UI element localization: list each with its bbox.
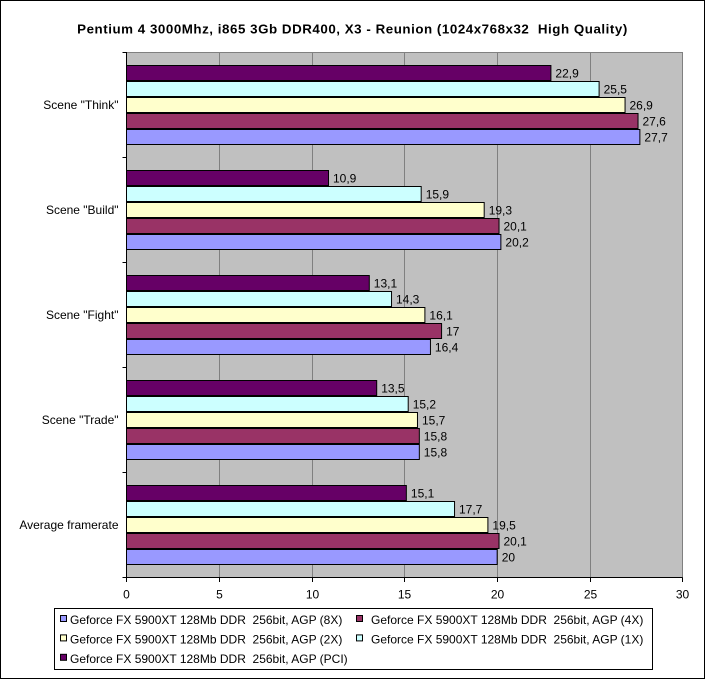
svg-text:20,1: 20,1 <box>504 219 528 233</box>
svg-text:10,9: 10,9 <box>333 171 357 185</box>
svg-text:5: 5 <box>216 588 223 602</box>
svg-text:Scene "Fight": Scene "Fight" <box>46 308 119 322</box>
svg-text:Geforce FX 5900XT 128Mb DDR 2: Geforce FX 5900XT 128Mb DDR 256bit, AGP … <box>70 652 348 666</box>
svg-text:Geforce FX 5900XT 128Mb DDR 2: Geforce FX 5900XT 128Mb DDR 256bit, AGP … <box>70 613 342 627</box>
svg-text:19,5: 19,5 <box>492 518 516 532</box>
svg-text:20,2: 20,2 <box>505 235 529 249</box>
svg-text:Geforce FX 5900XT 128Mb DDR 2: Geforce FX 5900XT 128Mb DDR 256bit, AGP … <box>70 633 342 647</box>
svg-text:16,1: 16,1 <box>429 308 453 322</box>
svg-text:15,7: 15,7 <box>422 413 446 427</box>
svg-text:17: 17 <box>446 324 460 338</box>
svg-text:25,5: 25,5 <box>604 82 628 96</box>
svg-text:15: 15 <box>398 588 412 602</box>
svg-text:Geforce FX 5900XT 128Mb DDR 2: Geforce FX 5900XT 128Mb DDR 256bit, AGP … <box>371 633 643 647</box>
svg-text:13,1: 13,1 <box>374 276 398 290</box>
svg-text:15,8: 15,8 <box>424 429 448 443</box>
svg-text:20: 20 <box>491 588 505 602</box>
svg-text:Pentium 4 3000Mhz, i865 3Gb DD: Pentium 4 3000Mhz, i865 3Gb DDR400, X3 -… <box>77 22 628 37</box>
svg-text:20: 20 <box>502 550 516 564</box>
svg-text:Scene "Think": Scene "Think" <box>43 98 118 112</box>
svg-text:15,2: 15,2 <box>413 397 437 411</box>
svg-text:13,5: 13,5 <box>381 381 405 395</box>
svg-text:15,9: 15,9 <box>426 187 450 201</box>
svg-text:19,3: 19,3 <box>489 203 513 217</box>
svg-text:14,3: 14,3 <box>396 292 420 306</box>
svg-text:26,9: 26,9 <box>630 98 654 112</box>
svg-text:Average framerate: Average framerate <box>19 518 118 532</box>
svg-text:15,8: 15,8 <box>424 445 448 459</box>
svg-text:27,7: 27,7 <box>644 130 668 144</box>
svg-text:20,1: 20,1 <box>504 534 528 548</box>
svg-text:10: 10 <box>306 588 320 602</box>
svg-text:0: 0 <box>123 588 130 602</box>
svg-text:15,1: 15,1 <box>411 486 435 500</box>
svg-text:Scene "Trade": Scene "Trade" <box>42 413 119 427</box>
svg-text:30: 30 <box>676 588 690 602</box>
svg-text:17,7: 17,7 <box>459 502 483 516</box>
svg-text:Scene "Build": Scene "Build" <box>46 203 119 217</box>
svg-text:27,6: 27,6 <box>643 114 667 128</box>
svg-text:16,4: 16,4 <box>435 340 459 354</box>
svg-text:22,9: 22,9 <box>555 66 579 80</box>
svg-text:Geforce FX 5900XT 128Mb DDR 2: Geforce FX 5900XT 128Mb DDR 256bit, AGP … <box>371 613 643 627</box>
svg-text:25: 25 <box>584 588 598 602</box>
